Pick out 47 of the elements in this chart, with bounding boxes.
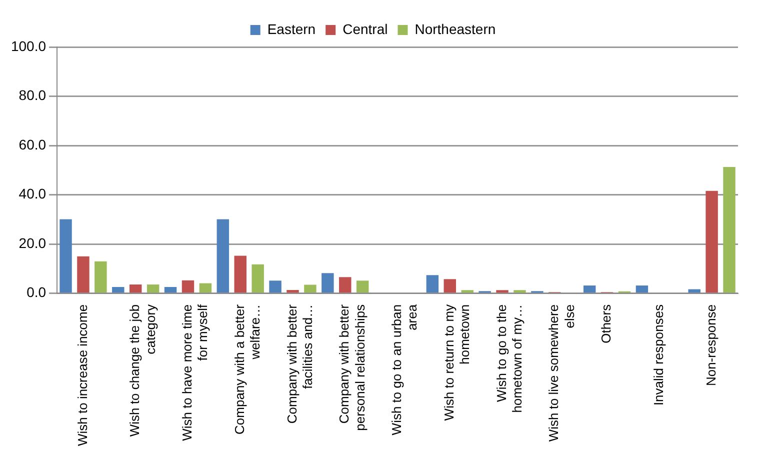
- x-tick-label: Wish to increase income: [74, 304, 90, 446]
- bar: [304, 284, 316, 293]
- bar: [356, 280, 369, 293]
- y-tick-label: 60.0: [18, 136, 46, 152]
- bar: [164, 286, 177, 293]
- legend-label: Central: [342, 20, 388, 37]
- legend-label: Eastern: [267, 20, 316, 37]
- bar: [461, 290, 474, 293]
- bar: [706, 190, 718, 293]
- bar: [514, 290, 526, 293]
- y-tick-label: 20.0: [18, 234, 46, 251]
- x-tick-label: Company with better facilities and…: [284, 304, 315, 424]
- bar: [129, 284, 142, 293]
- bar: [583, 286, 596, 293]
- bar: [199, 283, 212, 293]
- bar: [339, 277, 352, 293]
- x-tick-label: Wish to live somewhere else: [546, 304, 577, 442]
- x-tick-label: Invalid responses: [651, 304, 666, 406]
- bar: [234, 256, 246, 293]
- bar: [496, 290, 508, 293]
- y-tick-label: 100.0: [10, 38, 46, 54]
- bar: [426, 275, 439, 293]
- x-tick-label: Company with a better welfare…: [232, 304, 263, 434]
- y-tick-label: 40.0: [18, 186, 46, 202]
- y-tick-label: 0.0: [26, 284, 46, 300]
- bar: [269, 280, 282, 293]
- bar: [94, 261, 107, 293]
- bar: [688, 289, 700, 293]
- bar: [146, 284, 160, 293]
- x-tick-label: Wish to change the job category: [127, 304, 158, 437]
- x-tick-label: Wish to go to the hometown of my…: [494, 304, 524, 413]
- legend-label: Northeastern: [414, 20, 496, 37]
- x-tick-label: Non-response: [703, 304, 718, 386]
- bar: [636, 286, 648, 293]
- bar: [216, 219, 230, 293]
- x-tick-label: Wish to go to an urban area: [389, 304, 420, 436]
- bar: [252, 264, 264, 293]
- bar: [322, 273, 334, 293]
- bar: [723, 166, 736, 293]
- bar: [77, 256, 90, 293]
- x-tick-label: Others: [598, 304, 614, 344]
- bar: [60, 219, 72, 293]
- bar: [112, 286, 124, 293]
- bar: [286, 290, 299, 293]
- bar: [444, 279, 456, 293]
- y-tick-label: 80.0: [18, 87, 46, 104]
- bar: [182, 280, 194, 293]
